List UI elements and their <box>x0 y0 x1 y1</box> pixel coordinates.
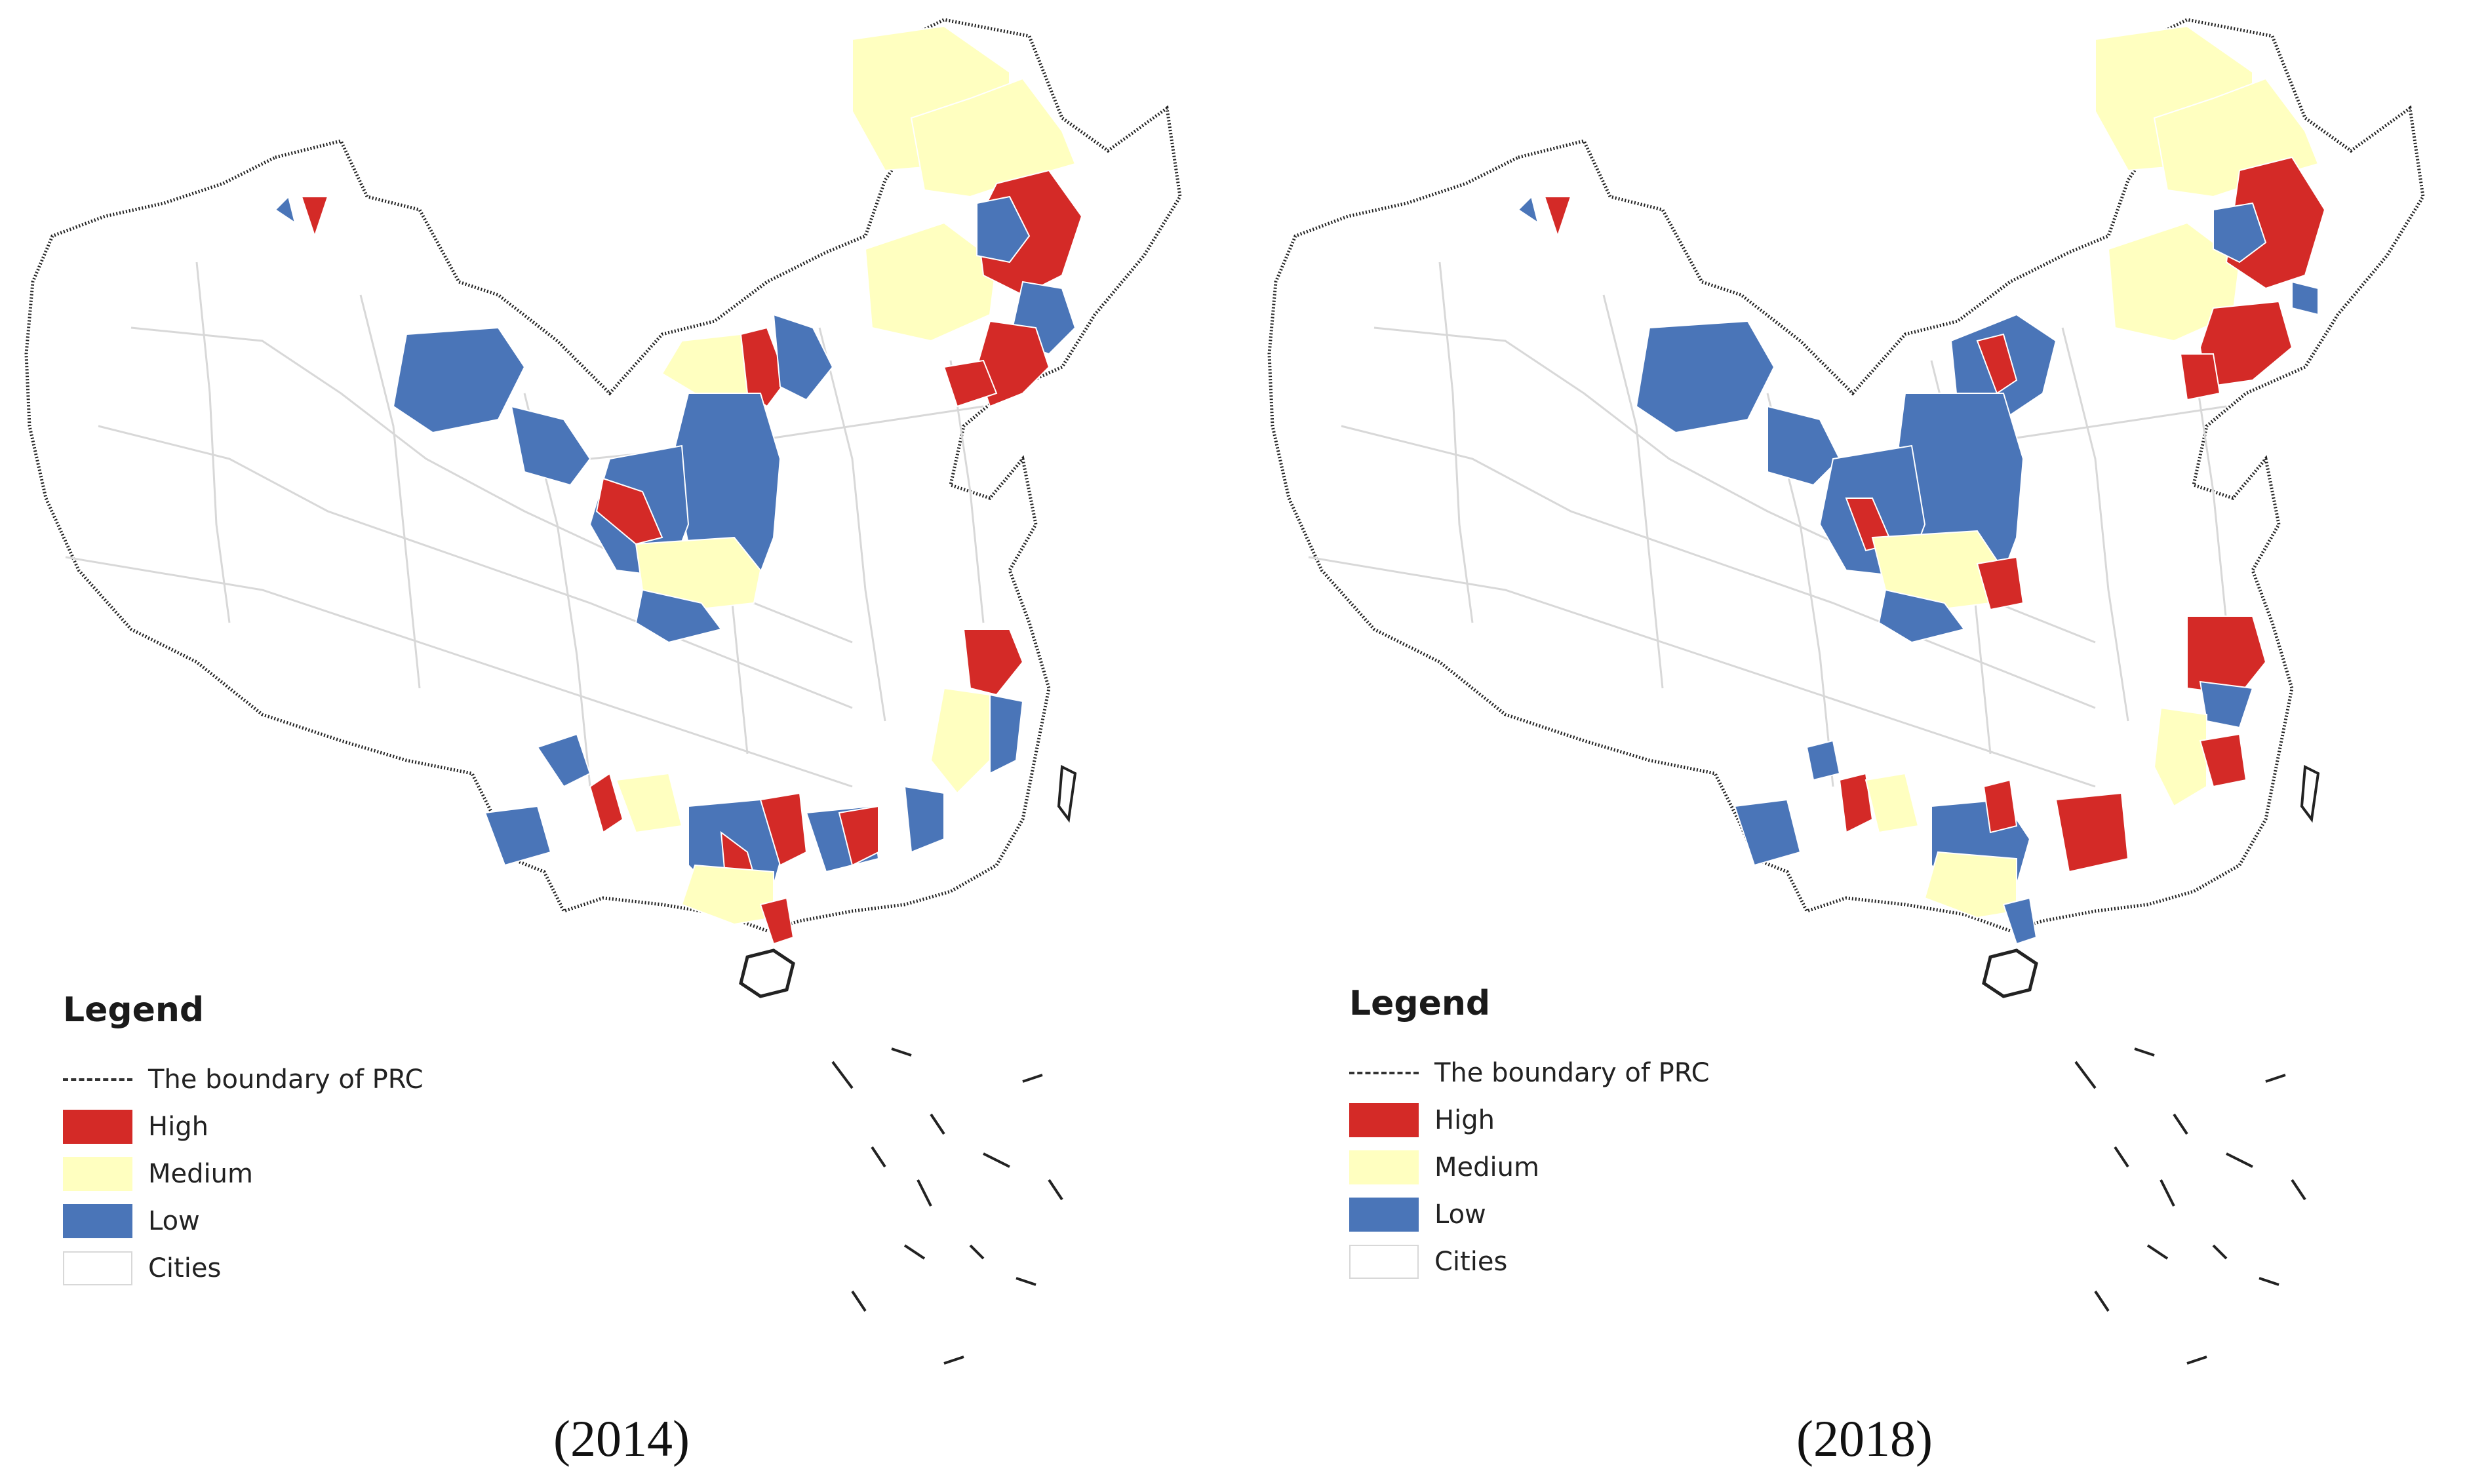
region-medium <box>1864 772 1920 834</box>
region-high <box>759 897 795 945</box>
legend-label: The boundary of PRC <box>1434 1058 1710 1088</box>
legend: Legend The boundary of PRC High Medium L… <box>1349 986 1939 1285</box>
regions <box>274 25 1083 945</box>
legend-label: Medium <box>148 1159 253 1189</box>
legend-item-high: High <box>63 1103 653 1150</box>
legend-item-cities: Cities <box>1349 1238 1939 1285</box>
legend-item-medium: Medium <box>1349 1144 1939 1191</box>
legend-item-low: Low <box>1349 1191 1939 1238</box>
regions <box>1517 25 2326 945</box>
legend-item-boundary: The boundary of PRC <box>63 1056 653 1103</box>
region-low <box>1767 405 1841 486</box>
region-high <box>740 326 788 408</box>
map-panel-2018: Legend The boundary of PRC High Medium L… <box>1243 0 2486 1484</box>
legend-label: High <box>1434 1105 1495 1135</box>
legend-label: Low <box>1434 1200 1486 1230</box>
region-low <box>1878 589 1965 644</box>
region-low <box>536 733 591 788</box>
hainan-island <box>739 948 795 998</box>
boundary-line-swatch <box>1349 1056 1419 1090</box>
region-high <box>943 359 998 408</box>
region-low <box>392 326 526 434</box>
south-sea-islands <box>2074 1047 2306 1365</box>
legend-title: Legend <box>63 990 205 1030</box>
region-medium <box>615 772 683 834</box>
region-low <box>2291 281 2319 316</box>
region-high <box>1543 196 1572 239</box>
region-low <box>635 589 722 644</box>
region-low <box>484 805 552 867</box>
legend-item-low: Low <box>63 1198 653 1245</box>
region-high <box>1983 779 2018 834</box>
region-low <box>2199 680 2254 729</box>
region-high <box>2199 733 2247 788</box>
low-swatch <box>1349 1198 1419 1232</box>
region-low <box>1635 320 1775 434</box>
region-low <box>510 405 591 486</box>
region-high <box>2055 792 2129 873</box>
boundary-line-swatch <box>63 1063 132 1097</box>
legend-item-boundary: The boundary of PRC <box>1349 1049 1939 1097</box>
legend-title: Legend <box>1349 984 1491 1023</box>
region-high <box>300 196 329 239</box>
region-high <box>2225 156 2326 290</box>
region-low <box>772 313 834 401</box>
legend-label: Cities <box>148 1253 222 1283</box>
china-map-2014 <box>24 18 1182 1365</box>
region-high <box>595 477 663 545</box>
legend-item-medium: Medium <box>63 1150 653 1198</box>
legend-item-cities: Cities <box>63 1245 653 1292</box>
china-map-2018 <box>1267 18 2425 1365</box>
region-low <box>2213 202 2267 264</box>
region-high <box>2186 615 2267 696</box>
region-high <box>2179 353 2221 401</box>
region-low <box>2002 897 2038 945</box>
legend: Legend The boundary of PRC High Medium L… <box>63 993 653 1292</box>
legend-label: The boundary of PRC <box>148 1064 424 1095</box>
region-high <box>1838 772 1874 834</box>
taiwan-island <box>2300 764 2320 823</box>
region-high <box>2199 300 2293 388</box>
high-swatch <box>1349 1103 1419 1137</box>
low-swatch <box>63 1204 132 1238</box>
legend-label: High <box>148 1112 208 1142</box>
map-caption: (2018) <box>1796 1410 1933 1467</box>
medium-swatch <box>63 1157 132 1191</box>
legend-label: Medium <box>1434 1152 1539 1182</box>
region-low <box>1733 798 1802 867</box>
region-high <box>1976 556 2024 611</box>
hainan-island <box>1982 948 2038 998</box>
map-caption: (2014) <box>553 1410 690 1467</box>
region-medium <box>2153 707 2207 808</box>
cities-swatch <box>1349 1245 1419 1279</box>
taiwan-island <box>1057 764 1077 823</box>
region-low <box>1517 195 1539 225</box>
medium-swatch <box>1349 1150 1419 1184</box>
region-low <box>989 693 1024 775</box>
region-high <box>589 772 624 834</box>
high-swatch <box>63 1110 132 1144</box>
region-medium <box>1924 851 2017 919</box>
region-low <box>976 195 1031 264</box>
region-high <box>1976 333 2018 395</box>
region-low <box>1805 739 1841 781</box>
region-low <box>903 785 945 853</box>
legend-label: Cities <box>1434 1247 1508 1277</box>
legend-label: Low <box>148 1206 200 1236</box>
south-sea-islands <box>831 1047 1063 1365</box>
region-high <box>759 792 808 867</box>
region-medium <box>930 687 991 794</box>
region-medium <box>681 864 774 926</box>
map-panel-2014: Legend The boundary of PRC High Medium L… <box>24 18 1182 1467</box>
region-medium <box>910 77 1076 198</box>
region-high <box>838 805 879 867</box>
region-medium <box>864 222 998 342</box>
legend-item-high: High <box>1349 1097 1939 1144</box>
region-low <box>274 195 296 225</box>
region-high <box>962 629 1024 696</box>
cities-swatch <box>63 1251 132 1285</box>
